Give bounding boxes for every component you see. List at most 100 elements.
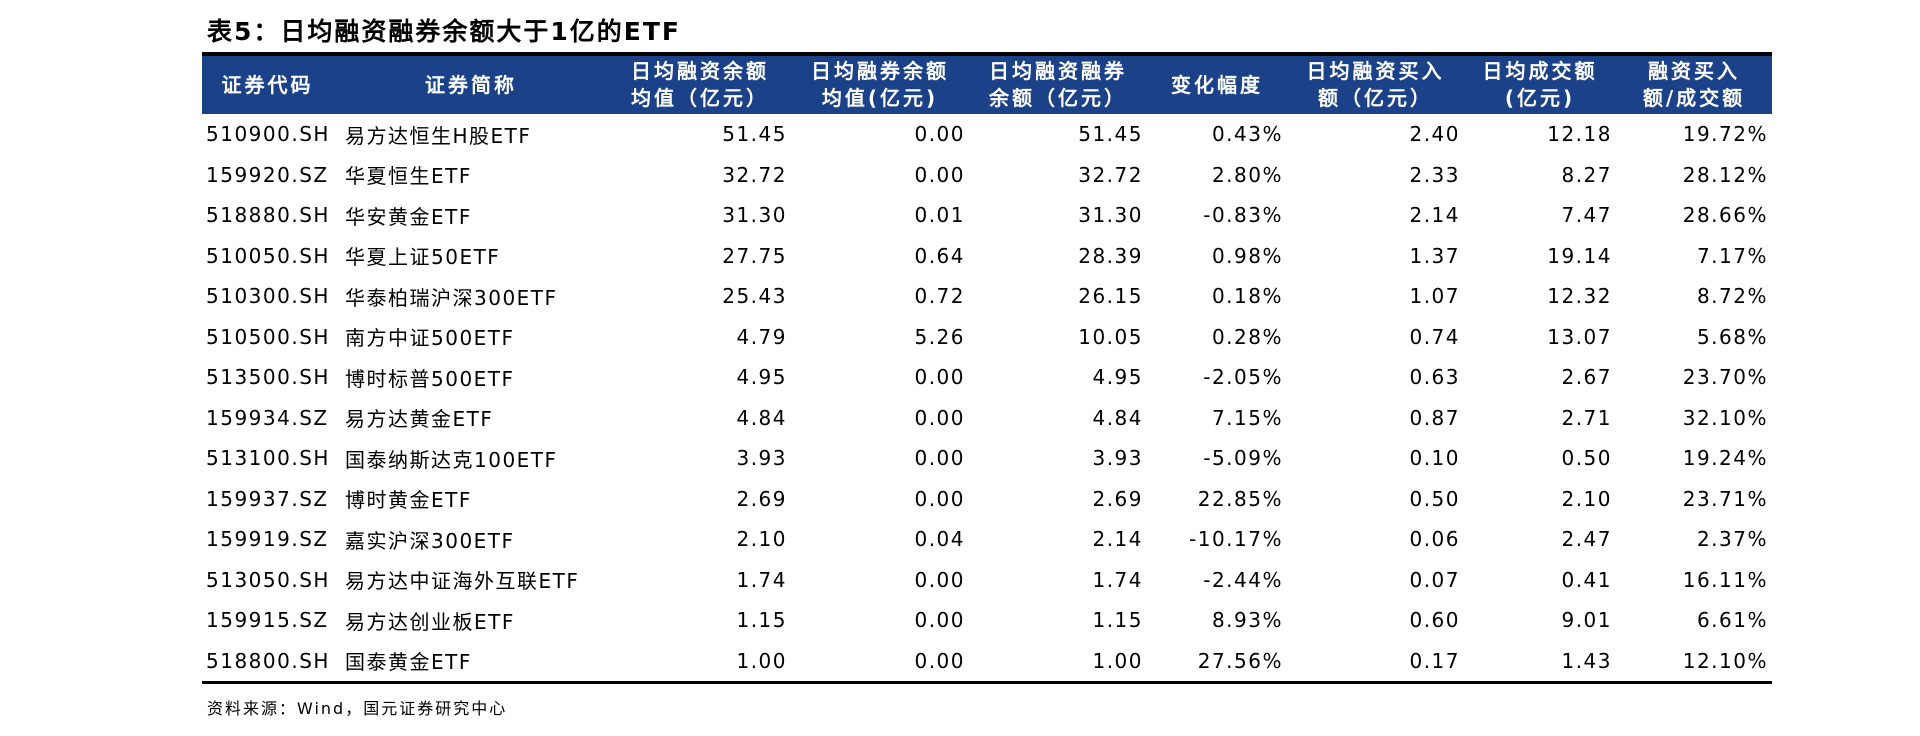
code-cell: 510300.SH (206, 284, 330, 309)
table-row: 513050.SH 易方达中证海外互联ETF 1.74 0.00 1.74 -2.44% 0… (202, 560, 1772, 601)
financing-buy-cell: 2.33 (1409, 162, 1460, 187)
financing-balance-cell: 4.79 (736, 324, 787, 349)
margin-balance-cell: 2.14 (1092, 527, 1143, 552)
financing-buy-cell: 2.40 (1409, 122, 1460, 147)
short-balance-cell: 5.26 (914, 324, 965, 349)
short-balance-cell: 0.00 (914, 162, 965, 187)
table-row: 510500.SH 南方中证500ETF 4.79 5.26 10.05 0.28% 0.7… (202, 317, 1772, 358)
table-row: 510050.SH 华夏上证50ETF 27.75 0.64 28.39 0.98% 1.3… (202, 236, 1772, 277)
turnover-cell: 1.43 (1464, 640, 1616, 684)
ratio-cell: 8.72% (1696, 284, 1768, 309)
code-cell: 513500.SH (206, 365, 330, 390)
change-cell: 27.56% (1147, 640, 1287, 684)
name-cell: 嘉实沪深300ETF (345, 528, 515, 553)
change-cell: -0.83% (1203, 203, 1283, 228)
turnover-cell: 0.50 (1561, 446, 1612, 471)
margin-balance-cell: 1.74 (1092, 567, 1143, 592)
ratio-cell: 16.11% (1682, 567, 1768, 592)
header-change-rate: 变化幅度 (1171, 72, 1263, 97)
margin-balance-cell: 32.72 (1078, 162, 1143, 187)
change-cell: 0.98% (1211, 243, 1283, 268)
name-cell: 易方达恒生H股ETF (345, 123, 532, 148)
financing-balance-cell: 4.84 (736, 405, 787, 430)
code-cell: 513100.SH (206, 446, 330, 471)
change-cell: 0.28% (1211, 324, 1283, 349)
change-cell: -10.17% (1189, 527, 1283, 552)
ratio-cell: 28.12% (1682, 162, 1768, 187)
table-header: 证券代码 证券简称 日均融资余额 均值（亿元） 日均融券余额 均值(亿元) 日均… (202, 54, 1772, 114)
turnover-cell: 2.71 (1561, 405, 1612, 430)
change-cell: 7.15% (1211, 405, 1283, 430)
header-avg-financing-buy: 日均融资买入 额（亿元） (1306, 59, 1445, 110)
change-cell: -2.05% (1203, 365, 1283, 390)
financing-buy-cell: 2.14 (1409, 203, 1460, 228)
financing-buy-cell: 1.37 (1409, 243, 1460, 268)
short-balance-cell: 0.01 (914, 203, 965, 228)
financing-buy-cell: 0.63 (1409, 365, 1460, 390)
change-cell: 0.18% (1211, 284, 1283, 309)
financing-buy-cell: 0.60 (1409, 608, 1460, 633)
change-cell: -2.44% (1203, 567, 1283, 592)
table-row: 159937.SZ 博时黄金ETF 2.69 0.00 2.69 22.85% 0.50 2.… (202, 479, 1772, 520)
code-cell: 518800.SH (202, 640, 333, 684)
ratio-cell: 2.37% (1696, 527, 1768, 552)
header-buy-turnover-ratio: 融资买入 额/成交额 (1642, 59, 1746, 110)
table-row: 159920.SZ 华夏恒生ETF 32.72 0.00 32.72 2.80% 2.33 8… (202, 155, 1772, 196)
financing-buy-cell: 0.17 (1287, 640, 1464, 684)
financing-balance-cell: 1.15 (736, 608, 787, 633)
header-avg-financing-balance: 日均融资余额 均值（亿元） (631, 59, 769, 110)
short-balance-cell: 0.00 (914, 405, 965, 430)
financing-balance-cell: 4.95 (736, 365, 787, 390)
table-row: 518800.SH 国泰黄金ETF 1.00 0.00 1.00 27.56% 0.17 1.… (202, 640, 1772, 684)
code-cell: 518880.SH (206, 203, 330, 228)
header-avg-short-balance: 日均融券余额 均值(亿元) (811, 59, 949, 110)
name-cell: 华夏恒生ETF (345, 164, 472, 189)
ratio-cell: 5.68% (1696, 324, 1768, 349)
margin-balance-cell: 2.69 (1092, 486, 1143, 511)
code-cell: 513050.SH (206, 567, 330, 592)
margin-balance-cell: 4.84 (1092, 405, 1143, 430)
short-balance-cell: 0.04 (914, 527, 965, 552)
header-security-code: 证券代码 (221, 72, 314, 97)
financing-balance-cell: 2.10 (736, 527, 787, 552)
header-security-name: 证券简称 (425, 72, 517, 97)
turnover-cell: 19.14 (1547, 243, 1612, 268)
code-cell: 510900.SH (206, 122, 330, 147)
ratio-cell: 28.66% (1682, 203, 1768, 228)
name-cell: 华泰柏瑞沪深300ETF (345, 285, 558, 310)
table-row: 159915.SZ 易方达创业板ETF 1.15 0.00 1.15 8.93% 0.60 9… (202, 600, 1772, 641)
code-cell: 510050.SH (206, 243, 330, 268)
source-note: 资料来源：Wind，国元证券研究中心 (207, 699, 508, 718)
financing-buy-cell: 0.07 (1409, 567, 1460, 592)
financing-balance-cell: 2.69 (736, 486, 787, 511)
header-row: 证券代码 证券简称 日均融资余额 均值（亿元） 日均融券余额 均值(亿元) 日均… (202, 54, 1772, 114)
change-cell: 8.93% (1211, 608, 1283, 633)
turnover-cell: 2.47 (1561, 527, 1612, 552)
financing-balance-cell: 27.75 (722, 243, 787, 268)
ratio-cell: 7.17% (1696, 243, 1768, 268)
financing-buy-cell: 0.10 (1409, 446, 1460, 471)
name-cell: 南方中证500ETF (345, 326, 515, 351)
margin-balance-cell: 10.05 (1078, 324, 1143, 349)
table-row: 159919.SZ 嘉实沪深300ETF 2.10 0.04 2.14 -10.17% 0.… (202, 519, 1772, 560)
short-balance-cell: 0.00 (914, 365, 965, 390)
turnover-cell: 9.01 (1561, 608, 1612, 633)
margin-balance-cell: 28.39 (1078, 243, 1143, 268)
turnover-cell: 12.18 (1547, 122, 1612, 147)
financing-buy-cell: 0.06 (1409, 527, 1460, 552)
code-cell: 159937.SZ (206, 486, 329, 511)
table-body: 510900.SH 易方达恒生H股ETF 51.45 0.00 51.45 0.43% 2.… (202, 114, 1772, 684)
turnover-cell: 2.10 (1561, 486, 1612, 511)
turnover-cell: 2.67 (1561, 365, 1612, 390)
margin-balance-cell: 26.15 (1078, 284, 1143, 309)
turnover-cell: 12.32 (1547, 284, 1612, 309)
name-cell: 华夏上证50ETF (345, 245, 501, 270)
table-title: 表5：日均融资融券余额大于1亿的ETF (207, 17, 681, 46)
ratio-cell: 19.72% (1682, 122, 1768, 147)
financing-balance-cell: 25.43 (722, 284, 787, 309)
turnover-cell: 7.47 (1561, 203, 1612, 228)
short-balance-cell: 0.00 (914, 486, 965, 511)
financing-buy-cell: 0.74 (1409, 324, 1460, 349)
ratio-cell: 12.10% (1616, 640, 1772, 684)
